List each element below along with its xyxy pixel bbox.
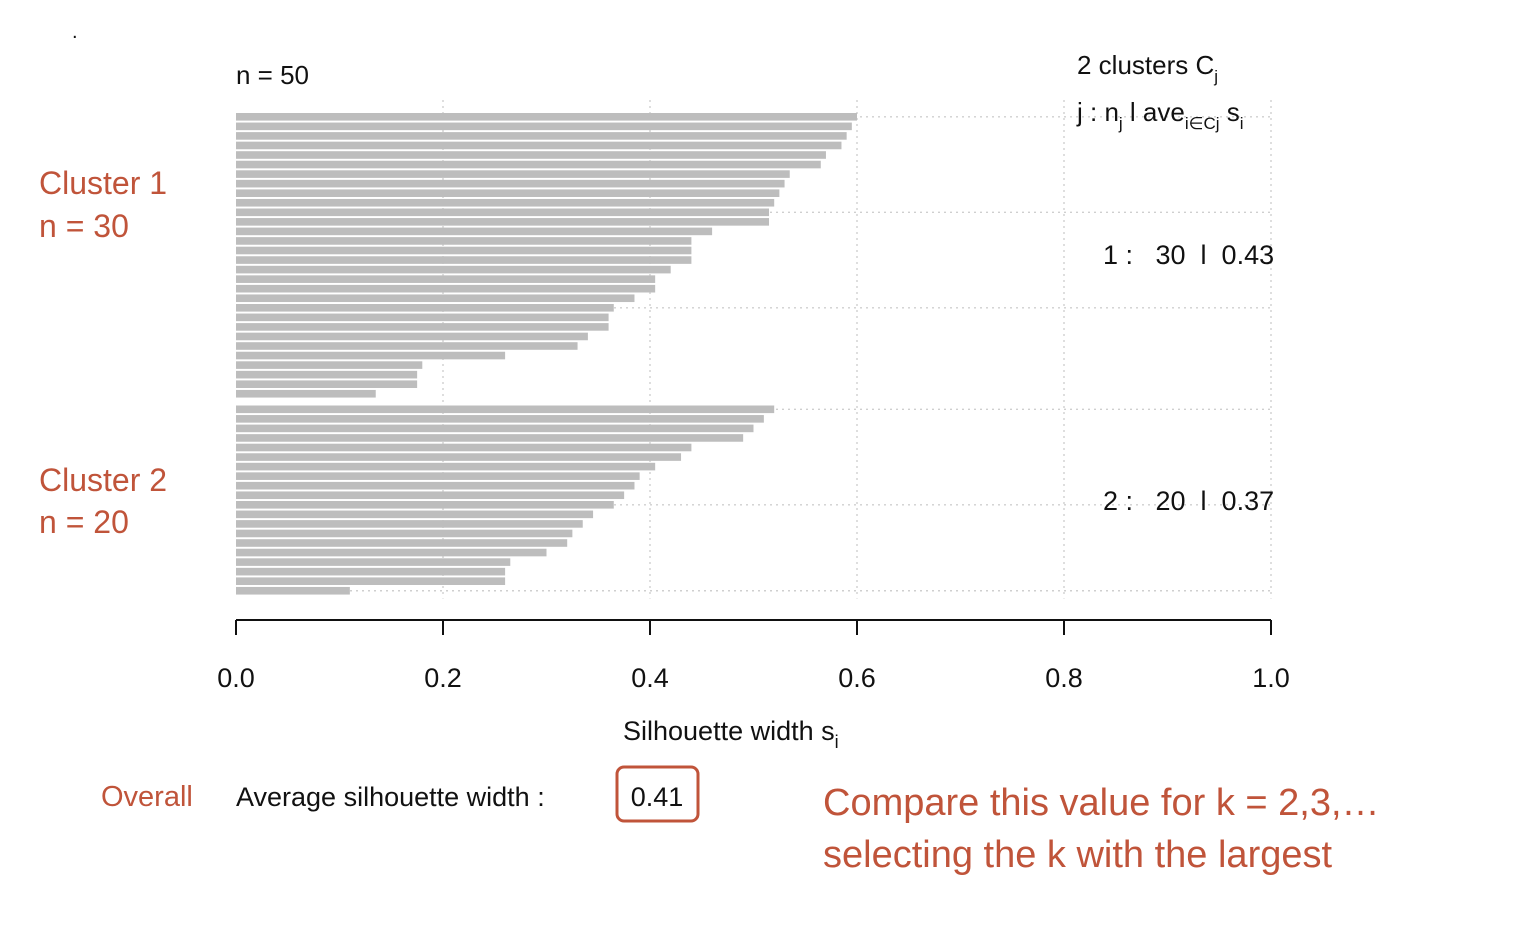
cluster1-bar (236, 361, 423, 369)
stats-header: j : nj l avei∈Cj si (1076, 97, 1244, 133)
cluster1-bar (236, 313, 609, 322)
x-tick-label: 0.4 (631, 663, 669, 693)
cluster2-stats: 2 : 20 l 0.37 (1103, 486, 1274, 516)
cluster1-bar (236, 370, 418, 379)
x-tick-label: 0.6 (838, 663, 876, 693)
cluster2-title: Cluster 2 (39, 462, 167, 498)
cluster1-bar (236, 284, 656, 293)
clusters-header-main: 2 clusters C (1077, 50, 1214, 80)
cluster2-bar (236, 462, 656, 471)
cluster2-bar (236, 472, 640, 480)
stats-header-s-sub: i (1240, 114, 1244, 133)
cluster1-bar (236, 113, 857, 121)
cluster2-bar (236, 443, 692, 452)
cluster1-bar (236, 198, 775, 207)
x-axis-title-sub: i (835, 732, 839, 752)
cluster1-stats: 1 : 30 l 0.43 (1103, 240, 1274, 270)
cluster1-bar (236, 342, 578, 350)
cluster2-bar (236, 453, 682, 461)
stats-header-j-sub: j (1118, 114, 1123, 133)
stats-header-s: s (1220, 97, 1240, 127)
cluster1-bar (236, 170, 790, 178)
cluster1-bar (236, 332, 588, 341)
cluster2-bar (236, 529, 573, 538)
clusters-header-sub: j (1213, 67, 1218, 86)
cluster1-bar (236, 323, 609, 331)
cluster2-bar (236, 405, 775, 414)
cluster1-bar (236, 256, 692, 264)
cluster1-bar (236, 160, 821, 169)
cluster1-bar (236, 304, 614, 312)
stats-header-ave-sub: i∈Cj (1185, 114, 1220, 133)
cluster1-bar (236, 265, 671, 274)
cluster2-bar (236, 434, 744, 442)
avg-width-text: Average silhouette width : (236, 782, 545, 812)
avg-value-box (615, 765, 700, 823)
cluster2-bar (236, 501, 614, 509)
stats-header-mid: l ave (1123, 97, 1185, 127)
cluster1-bar (236, 218, 770, 226)
cluster1-bar (236, 179, 785, 188)
compare-note-line2: selecting the k with the largest (823, 834, 1332, 876)
cluster2-size: n = 20 (39, 504, 129, 540)
cluster2-bar (236, 586, 350, 595)
cluster1-bar (236, 141, 842, 150)
cluster2-bar (236, 520, 583, 528)
cluster2-bar (236, 558, 511, 566)
cluster2-bar (236, 481, 635, 490)
compare-note-line1: Compare this value for k = 2,3,… (823, 782, 1380, 824)
clusters-header: 2 clusters Cj (1077, 50, 1218, 86)
cluster1-bar (236, 132, 847, 140)
x-tick-label: 1.0 (1252, 663, 1290, 693)
cluster1-bar (236, 227, 713, 236)
cluster1-bar (236, 151, 826, 159)
x-axis-title-main: Silhouette width s (623, 716, 835, 746)
silhouette-bars (236, 113, 857, 595)
cluster1-size: n = 30 (39, 208, 129, 244)
cluster2-bar (236, 548, 547, 557)
n-total-label: n = 50 (236, 60, 309, 90)
cluster1-bar (236, 380, 418, 388)
cluster1-bar (236, 189, 780, 197)
cluster2-bar (236, 491, 625, 500)
overall-label: Overall (101, 781, 193, 813)
x-tick-label: 0.2 (424, 663, 462, 693)
cluster1-bar (236, 275, 656, 283)
cluster2-bar (236, 415, 764, 423)
cluster1-bar (236, 294, 635, 303)
cluster1-bar (236, 351, 506, 360)
x-tick-label: 0.8 (1045, 663, 1083, 693)
cluster2-bar (236, 577, 506, 585)
cluster1-bar (236, 208, 770, 217)
x-axis-title: Silhouette width si (623, 716, 839, 752)
stats-header-j: j : n (1076, 97, 1119, 127)
avg-width-value: 0.41 (631, 782, 684, 812)
cluster1-bar (236, 122, 852, 131)
cluster1-title: Cluster 1 (39, 165, 167, 201)
x-axis: 0.0 0.2 0.4 0.6 0.8 1.0 (217, 619, 1290, 693)
cluster1-bar (236, 389, 376, 398)
cluster2-bar (236, 510, 594, 519)
x-tick-label: 0.0 (217, 663, 255, 693)
cluster1-bar (236, 246, 692, 255)
cluster2-bar (236, 424, 754, 433)
cluster2-bar (236, 539, 568, 547)
cluster1-bar (236, 237, 692, 245)
stray-dot: . (72, 21, 78, 43)
cluster2-bar (236, 567, 506, 576)
